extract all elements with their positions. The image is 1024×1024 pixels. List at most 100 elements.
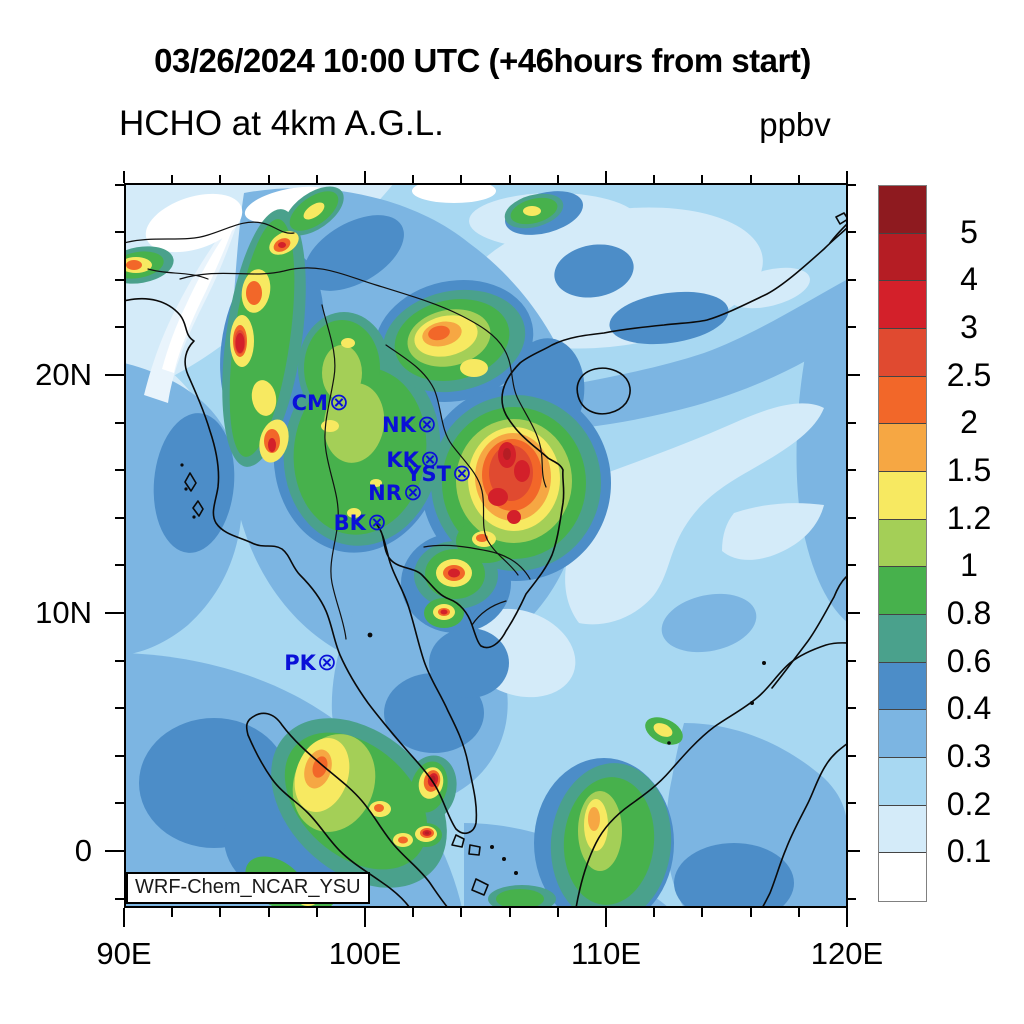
y-tick-right xyxy=(848,374,860,376)
x-tick-top xyxy=(701,175,703,183)
y-tick xyxy=(115,898,124,900)
variable-label: HCHO at 4km A.G.L. xyxy=(119,104,444,143)
colorbar-label-2: 2 xyxy=(960,404,978,440)
colorbar-label-2.5: 2.5 xyxy=(946,357,992,393)
y-tick-right xyxy=(848,184,856,186)
x-tick xyxy=(268,908,270,917)
station-circle-cross-icon: ⊗ xyxy=(451,458,472,487)
y-tick-right xyxy=(848,326,856,328)
colorbar-cell xyxy=(879,376,926,425)
x-tick-top xyxy=(412,175,414,183)
station-label: KK xyxy=(386,447,419,472)
x-tick-top xyxy=(750,175,752,183)
colorbar-cell xyxy=(879,614,926,663)
y-tick xyxy=(115,755,124,757)
x-tick-top xyxy=(123,171,125,183)
station-label: NR xyxy=(368,480,402,505)
y-tick xyxy=(115,326,124,328)
y-tick xyxy=(115,469,124,471)
x-tick-top xyxy=(171,175,173,183)
x-tick-top xyxy=(798,175,800,183)
y-tick xyxy=(115,422,124,424)
y-tick-right xyxy=(848,755,856,757)
colorbar-cell xyxy=(879,805,926,854)
station-marker-kk: KK⊗ xyxy=(386,445,440,473)
y-tick xyxy=(115,184,124,186)
colorbar-cell xyxy=(879,233,926,282)
colorbar-label-0.4: 0.4 xyxy=(946,690,992,726)
y-axis-label-0: 0 xyxy=(74,833,92,868)
plot-title: 03/26/2024 10:00 UTC (+46hours from star… xyxy=(154,42,811,79)
station-marker-nr: NR⊗ xyxy=(368,478,423,506)
x-axis-label-100e: 100E xyxy=(328,936,402,971)
colorbar-label-0.8: 0.8 xyxy=(946,595,992,631)
x-tick xyxy=(171,908,173,917)
colorbar-cell xyxy=(879,186,926,234)
colorbar-label-4: 4 xyxy=(960,261,978,297)
y-tick xyxy=(115,231,124,233)
x-axis-label-90e: 90E xyxy=(96,936,152,971)
station-label: PK xyxy=(284,650,316,675)
y-tick xyxy=(115,660,124,662)
colorbar-cell xyxy=(879,853,926,901)
y-tick xyxy=(105,850,124,852)
x-tick-top xyxy=(316,175,318,183)
y-tick-right xyxy=(848,660,856,662)
colorbar-cell xyxy=(879,662,926,711)
x-tick xyxy=(701,908,703,917)
y-tick-right xyxy=(848,898,856,900)
colorbar-cell xyxy=(879,424,926,472)
y-tick xyxy=(115,517,124,519)
station-label: NK xyxy=(382,412,416,437)
station-circle-cross-icon: ⊗ xyxy=(416,409,437,438)
y-tick xyxy=(115,707,124,709)
units-label: ppbv xyxy=(759,106,831,143)
station-marker-nk: NK⊗ xyxy=(382,410,437,438)
colorbar-cell xyxy=(879,281,926,329)
x-tick xyxy=(460,908,462,917)
x-tick xyxy=(509,908,511,917)
map-canvas xyxy=(124,183,848,908)
colorbar-cell xyxy=(879,710,926,758)
station-label: CM xyxy=(291,390,328,415)
x-tick-top xyxy=(653,175,655,183)
station-circle-cross-icon: ⊗ xyxy=(402,477,423,506)
station-circle-cross-icon: ⊗ xyxy=(366,507,387,536)
x-tick xyxy=(653,908,655,917)
x-tick-top xyxy=(219,175,221,183)
y-tick xyxy=(115,564,124,566)
x-axis-label-110e: 110E xyxy=(570,936,642,971)
station-marker-pk: PK⊗ xyxy=(284,648,337,676)
x-tick-top xyxy=(460,175,462,183)
colorbar-label-0.2: 0.2 xyxy=(946,786,992,822)
x-tick xyxy=(557,908,559,917)
colorbar-label-0.1: 0.1 xyxy=(946,833,992,869)
colorbar-cell xyxy=(879,328,926,377)
x-tick xyxy=(412,908,414,917)
x-tick xyxy=(219,908,221,917)
y-tick-right xyxy=(848,802,856,804)
station-label: BK xyxy=(333,510,366,535)
y-tick-right xyxy=(848,517,856,519)
station-marker-bk: BK⊗ xyxy=(334,508,387,536)
colorbar-label-1.2: 1.2 xyxy=(946,500,992,536)
y-tick xyxy=(115,279,124,281)
station-label: YST xyxy=(406,461,451,486)
x-tick-top xyxy=(846,171,848,183)
x-axis-label-120e: 120E xyxy=(810,936,884,971)
colorbar-label-1: 1 xyxy=(960,547,978,583)
colorbar xyxy=(878,185,927,902)
y-tick xyxy=(105,374,124,376)
x-tick xyxy=(750,908,752,917)
x-tick-top xyxy=(268,175,270,183)
y-tick-right xyxy=(848,612,860,614)
station-marker-yst: YST⊗ xyxy=(406,459,472,487)
y-tick-right xyxy=(848,279,856,281)
colorbar-cell xyxy=(879,757,926,806)
y-axis-label-10n: 10N xyxy=(35,595,92,630)
station-circle-cross-icon: ⊗ xyxy=(328,387,349,416)
colorbar-cell xyxy=(879,471,926,520)
x-tick xyxy=(123,908,125,927)
x-tick-top xyxy=(364,171,366,183)
